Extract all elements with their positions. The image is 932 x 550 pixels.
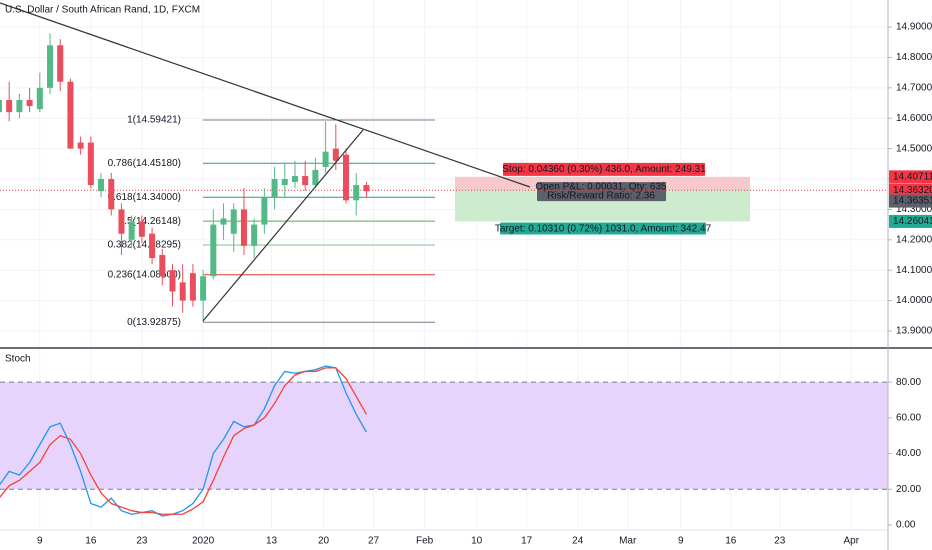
price-tag-label: 14.36351 xyxy=(893,196,932,207)
fib-label: 0.618(14.34000) xyxy=(108,192,181,203)
candle-body xyxy=(6,99,13,113)
candle-body xyxy=(240,209,247,246)
y-tick-label: 40.00 xyxy=(896,448,921,459)
candle-body xyxy=(353,185,360,201)
candle-body xyxy=(77,142,84,149)
y-tick-label: 14.00000 xyxy=(896,295,932,306)
y-tick-label: 80.00 xyxy=(896,377,921,388)
candle-body xyxy=(271,179,278,198)
target-label: Target: 0.10310 (0.72%) 1031.0, Amount: … xyxy=(495,224,712,235)
y-tick-label: 60.00 xyxy=(896,412,921,423)
fib-label: 0.382(14.18295) xyxy=(108,240,181,251)
candle-body xyxy=(0,99,2,113)
candle-body xyxy=(16,99,23,113)
x-tick-label: Feb xyxy=(416,536,434,547)
candle-body xyxy=(281,179,288,186)
candle-body xyxy=(210,224,217,277)
candle-body xyxy=(312,169,319,186)
pnl-label-box xyxy=(537,182,666,202)
indicator-title: Stoch xyxy=(5,354,31,365)
candle-body xyxy=(87,142,94,186)
candle-body xyxy=(47,45,54,88)
x-tick-label: 27 xyxy=(368,536,380,547)
price-tag-label: 14.36320 xyxy=(893,185,932,196)
candle-body xyxy=(169,270,176,292)
candle-body xyxy=(36,87,43,110)
y-tick-label: 14.20000 xyxy=(896,234,932,245)
stoch-line xyxy=(0,367,367,515)
y-tick-label: 14.30000 xyxy=(896,204,932,215)
fib-label: 0(13.92875) xyxy=(127,317,181,328)
fib-label: 0.236(14.08500) xyxy=(108,269,181,280)
candle-body xyxy=(220,218,227,225)
fib-label: 1(14.59421) xyxy=(127,115,181,126)
candle-body xyxy=(179,282,186,301)
candle-body xyxy=(67,81,74,149)
y-tick-label: 14.50000 xyxy=(896,143,932,154)
candle-body xyxy=(332,148,339,161)
candle-body xyxy=(108,179,115,210)
x-tick-label: Apr xyxy=(843,536,859,547)
fib-label: 0.786(14.45180) xyxy=(108,158,181,169)
x-tick-label: 17 xyxy=(521,536,533,547)
y-tick-label: 14.70000 xyxy=(896,82,932,93)
chart-title: U.S. Dollar / South African Rand, 1D, FX… xyxy=(5,5,200,16)
x-tick-label: 23 xyxy=(774,536,786,547)
trend-line xyxy=(202,129,364,322)
candle-body xyxy=(159,254,166,277)
y-tick-label: 14.80000 xyxy=(896,52,932,63)
candle-body xyxy=(128,221,135,240)
y-tick-label: 0.00 xyxy=(896,520,916,531)
candle-body xyxy=(251,224,258,246)
fib-label: 0.5(14.26148) xyxy=(119,216,181,227)
y-tick-label: 20.00 xyxy=(896,484,921,495)
candle-body xyxy=(302,175,309,186)
price-tag xyxy=(889,214,932,228)
stoch-band xyxy=(0,382,888,490)
x-tick-label: 10 xyxy=(471,536,483,547)
y-tick-label: 14.10000 xyxy=(896,265,932,276)
candle-body xyxy=(118,209,125,234)
target-label-box xyxy=(500,222,706,235)
x-tick-label: 20 xyxy=(318,536,330,547)
x-tick-label: 13 xyxy=(266,536,278,547)
x-tick-label: 16 xyxy=(725,536,737,547)
stop-label: Stop: 0.04360 (0.30%) 436.0, Amount: 249… xyxy=(502,164,706,175)
price-tag-label: 14.40711 xyxy=(893,171,932,182)
price-tag xyxy=(889,183,932,197)
candle-body xyxy=(230,209,237,234)
candle-body xyxy=(343,154,350,201)
price-tag-label: 14.26041 xyxy=(893,216,932,227)
candle-body xyxy=(200,276,207,301)
x-tick-label: 23 xyxy=(136,536,148,547)
x-tick-label: Mar xyxy=(619,536,637,547)
rr-label: Risk/Reward Ratio: 2.36 xyxy=(547,191,655,202)
candle-body xyxy=(26,99,33,107)
x-tick-label: 16 xyxy=(85,536,97,547)
candle-body xyxy=(57,45,64,82)
candle-body xyxy=(322,151,329,167)
candle-body xyxy=(261,197,268,225)
stop-label-box xyxy=(503,162,705,176)
candle-body xyxy=(138,221,145,237)
trend-line xyxy=(0,2,531,188)
candle-body xyxy=(363,185,370,192)
x-tick-label: 9 xyxy=(37,536,43,547)
pnl-label: Open P&L: 0.00031, Qty: 635 xyxy=(535,182,667,193)
x-tick-label: 2020 xyxy=(192,536,215,547)
candle-body xyxy=(291,175,298,183)
y-tick-label: 14.60000 xyxy=(896,113,932,124)
candle-body xyxy=(189,273,196,301)
price-tag xyxy=(889,170,932,184)
price-tag xyxy=(889,194,932,208)
candle-body xyxy=(149,233,156,259)
candle-body xyxy=(98,179,105,192)
x-tick-label: 24 xyxy=(572,536,584,547)
x-tick-label: 9 xyxy=(678,536,684,547)
